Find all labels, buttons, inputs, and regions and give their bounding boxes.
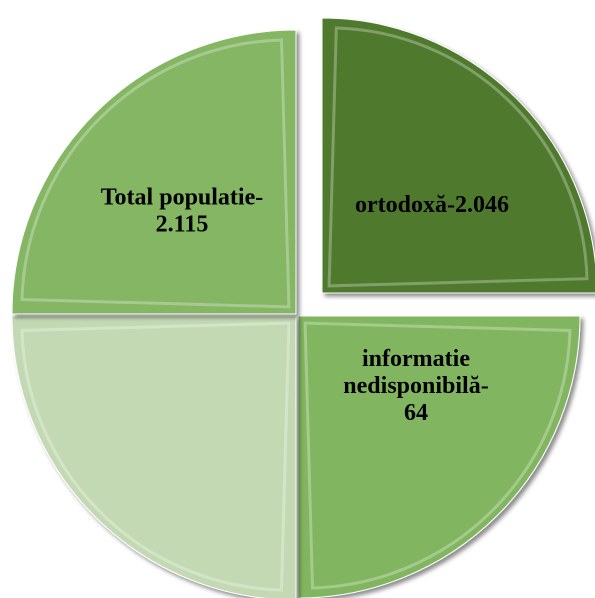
pie-slice-blank bbox=[11, 315, 297, 598]
slice-label-line: Total populatie- bbox=[101, 185, 263, 211]
pie-slice-bevel-blank bbox=[20, 321, 291, 592]
pie-slice-bevel-total bbox=[20, 38, 291, 309]
slice-label-line: 2.115 bbox=[156, 212, 209, 238]
slice-label-line: informatie bbox=[362, 346, 470, 372]
pie-slice-nedisponibila bbox=[297, 315, 581, 598]
pie-slice-bevel-nedisponibila bbox=[303, 321, 572, 590]
slice-label-line: nedisponibilă- bbox=[343, 373, 488, 399]
slice-label-ortodoxa: ortodoxă-2.046 bbox=[355, 192, 509, 218]
slice-label-total: Total populatie-2.115 bbox=[101, 185, 263, 238]
slice-label-line: 64 bbox=[404, 400, 428, 426]
pie-slice-total bbox=[11, 29, 297, 315]
slice-label-line: ortodoxă-2.046 bbox=[355, 192, 509, 218]
pie-slice-bevel-ortodoxa bbox=[327, 26, 589, 288]
slice-label-nedisponibila: informatie nedisponibilă-64 bbox=[343, 346, 488, 426]
pie-slice-ortodoxa bbox=[321, 17, 595, 294]
